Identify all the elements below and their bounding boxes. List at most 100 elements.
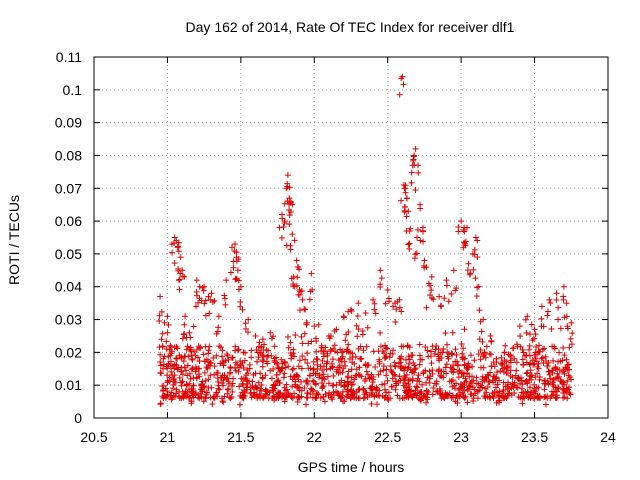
data-point bbox=[371, 300, 378, 307]
data-point bbox=[197, 345, 204, 352]
data-point bbox=[406, 383, 413, 390]
data-point bbox=[477, 318, 484, 325]
data-point bbox=[178, 364, 185, 371]
data-point bbox=[174, 366, 181, 373]
data-point bbox=[206, 343, 213, 350]
data-point bbox=[229, 388, 236, 395]
data-point bbox=[237, 283, 244, 290]
data-point bbox=[468, 378, 475, 385]
data-point bbox=[529, 357, 536, 364]
data-point bbox=[319, 384, 326, 391]
data-point bbox=[436, 372, 443, 379]
data-point bbox=[281, 219, 288, 226]
data-point bbox=[158, 370, 165, 377]
data-point bbox=[226, 394, 233, 401]
data-point bbox=[501, 357, 508, 364]
data-point bbox=[324, 352, 331, 359]
data-point bbox=[451, 382, 458, 389]
data-point bbox=[250, 392, 257, 399]
data-point bbox=[307, 288, 314, 295]
data-point bbox=[324, 358, 331, 365]
data-point bbox=[460, 345, 467, 352]
data-point bbox=[400, 81, 407, 88]
data-point bbox=[284, 180, 291, 187]
data-point bbox=[202, 394, 209, 401]
data-point bbox=[290, 350, 297, 357]
data-point bbox=[466, 386, 473, 393]
data-point bbox=[461, 362, 468, 369]
data-point bbox=[371, 393, 378, 400]
data-point bbox=[526, 342, 533, 349]
data-point bbox=[179, 267, 186, 274]
data-point bbox=[312, 395, 319, 402]
data-point bbox=[244, 384, 251, 391]
data-point bbox=[428, 360, 435, 367]
data-point bbox=[527, 367, 534, 374]
data-point bbox=[165, 353, 172, 360]
data-point bbox=[385, 396, 392, 403]
y-tick-label: 0.1 bbox=[63, 82, 83, 98]
data-point bbox=[289, 201, 296, 208]
data-point bbox=[327, 346, 334, 353]
data-point bbox=[555, 304, 562, 311]
data-point bbox=[494, 369, 501, 376]
data-point bbox=[557, 358, 564, 365]
data-point bbox=[397, 355, 404, 362]
data-point bbox=[507, 367, 514, 374]
data-point bbox=[282, 364, 289, 371]
data-point bbox=[498, 354, 505, 361]
y-tick-label: 0.11 bbox=[56, 49, 82, 65]
data-point bbox=[272, 354, 279, 361]
data-point bbox=[240, 382, 247, 389]
data-point bbox=[291, 237, 298, 244]
data-point bbox=[290, 365, 297, 372]
x-tick-label: 20.5 bbox=[80, 429, 107, 445]
data-point bbox=[455, 374, 462, 381]
data-point bbox=[474, 254, 481, 261]
data-point bbox=[556, 349, 563, 356]
data-point bbox=[345, 341, 352, 348]
data-point bbox=[362, 309, 369, 316]
data-point bbox=[419, 356, 426, 363]
data-point bbox=[395, 378, 402, 385]
data-point bbox=[169, 249, 176, 256]
data-point bbox=[473, 374, 480, 381]
data-point bbox=[443, 370, 450, 377]
data-point bbox=[415, 169, 422, 176]
data-point bbox=[304, 390, 311, 397]
data-point bbox=[377, 368, 384, 375]
data-point bbox=[192, 364, 199, 371]
data-point bbox=[199, 387, 206, 394]
data-point bbox=[214, 328, 221, 335]
data-point bbox=[287, 242, 294, 249]
data-point bbox=[313, 337, 320, 344]
data-point bbox=[316, 374, 323, 381]
data-point bbox=[458, 341, 465, 348]
data-point bbox=[362, 361, 369, 368]
data-point bbox=[524, 390, 531, 397]
data-point bbox=[517, 333, 524, 340]
data-point bbox=[275, 364, 282, 371]
data-point bbox=[215, 313, 222, 320]
data-point bbox=[240, 376, 247, 383]
data-point bbox=[229, 383, 236, 390]
data-point bbox=[171, 365, 178, 372]
data-point bbox=[281, 370, 288, 377]
data-point bbox=[554, 394, 561, 401]
data-point bbox=[188, 366, 195, 373]
data-point bbox=[403, 213, 410, 220]
data-point bbox=[227, 395, 234, 402]
data-point bbox=[456, 385, 463, 392]
data-point bbox=[195, 299, 202, 306]
data-point bbox=[360, 385, 367, 392]
data-point bbox=[190, 323, 197, 330]
data-point bbox=[180, 331, 187, 338]
data-point bbox=[557, 378, 564, 385]
data-point bbox=[308, 338, 315, 345]
data-point bbox=[428, 287, 435, 294]
data-point bbox=[477, 347, 484, 354]
data-point bbox=[384, 345, 391, 352]
data-point bbox=[257, 370, 264, 377]
data-point bbox=[186, 329, 193, 336]
